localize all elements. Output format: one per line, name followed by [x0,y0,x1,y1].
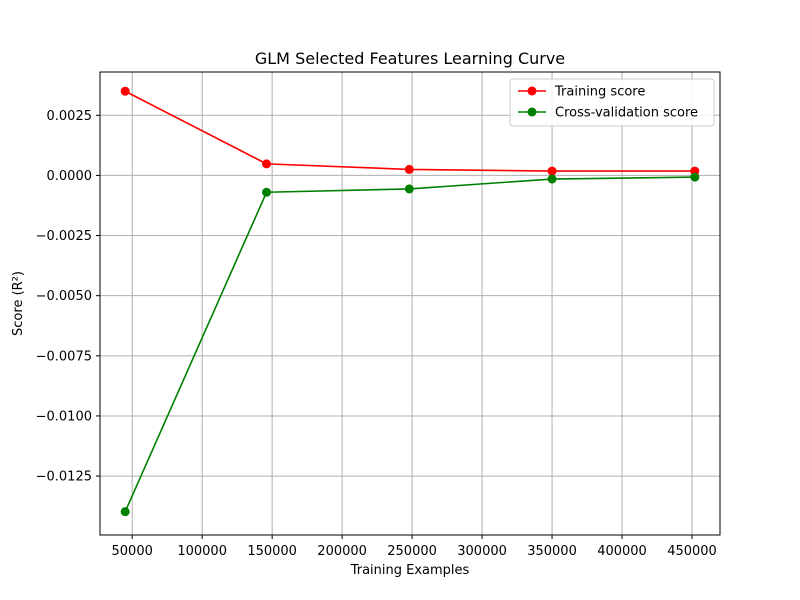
cross-validation-score-point [120,507,130,517]
x-tick-label: 450000 [667,544,717,559]
training-score-point [547,166,557,176]
cross-validation-score-point [690,172,700,182]
y-tick-label: −0.0050 [36,289,92,304]
y-tick-label: −0.0100 [36,409,92,424]
training-score-point [404,164,414,174]
y-tick-label: −0.0075 [36,349,92,364]
y-tick-label: 0.0000 [47,169,93,184]
cross-validation-score-point [547,174,557,184]
y-axis-ticks: 0.0025 0.0000 −0.0025 −0.0050 −0.0075 −0.0100… [36,109,100,485]
x-tick-label: 150000 [247,544,297,559]
x-tick-label: 50000 [112,544,153,559]
y-axis-label: Score (R²) [11,271,26,336]
y-tick-label: −0.0025 [36,229,92,244]
x-tick-label: 250000 [387,544,437,559]
plot-series [120,86,700,517]
cross-validation-score-point [404,184,414,194]
chart-title: GLM Selected Features Learning Curve [255,49,565,68]
legend-cross-validation-score-marker [527,107,537,117]
legend-box [509,78,715,127]
x-tick-label: 400000 [597,544,647,559]
x-tick-label: 300000 [457,544,507,559]
y-tick-label: 0.0025 [47,109,93,124]
training-score-point [120,86,130,96]
y-tick-label: −0.0125 [36,470,92,485]
plot-frame [99,71,721,536]
x-axis-label: Training Examples [350,563,470,578]
x-tick-label: 350000 [527,544,577,559]
x-tick-label: 200000 [317,544,367,559]
legend-training-score-marker [527,86,537,96]
training-score-point [262,159,272,169]
legend: Training score Cross-validation score [509,78,715,127]
cross-validation-score-point [262,187,272,197]
legend-training-score-label: Training score [554,85,645,100]
legend-cross-validation-score-label: Cross-validation score [555,106,698,121]
x-axis-ticks: 50000 100000 150000 200000 250000 300000 35000… [112,535,717,559]
x-tick-label: 100000 [177,544,227,559]
